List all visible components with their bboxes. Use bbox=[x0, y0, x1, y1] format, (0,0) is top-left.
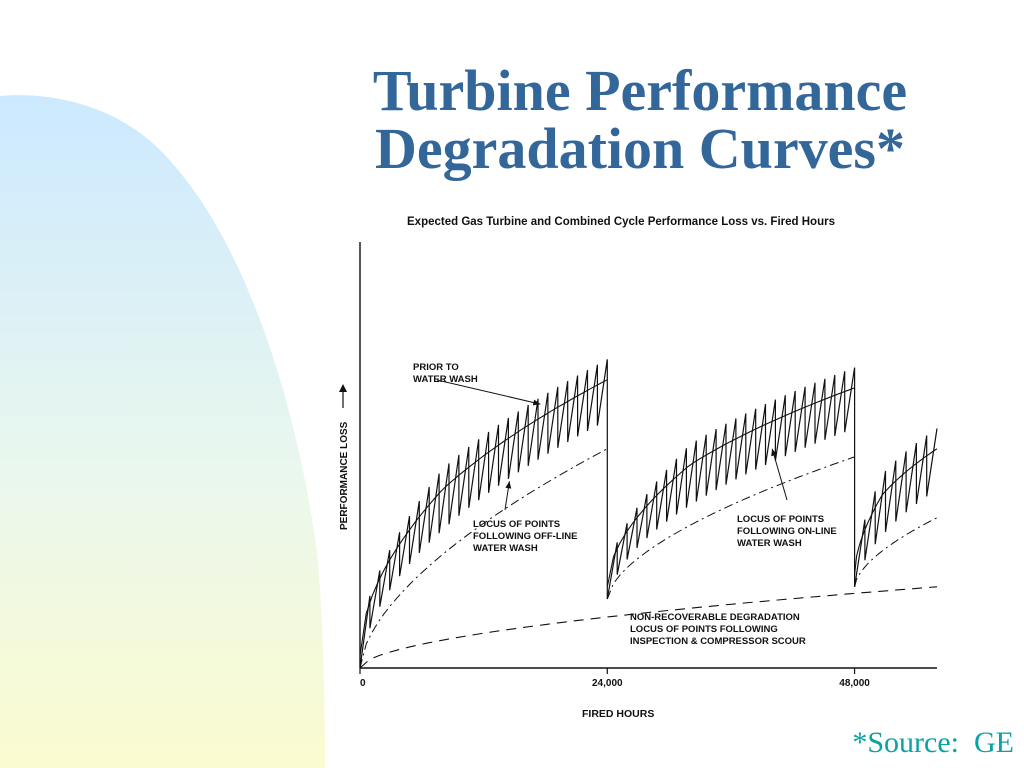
slide-title: Turbine Performance Degradation Curves* bbox=[300, 62, 980, 178]
x-tick-label: 48,000 bbox=[839, 678, 870, 689]
offline-wash-locus-curve bbox=[854, 517, 938, 587]
annotation-line: NON-RECOVERABLE DEGRADATION bbox=[630, 612, 800, 623]
chart-title: Expected Gas Turbine and Combined Cycle … bbox=[407, 216, 835, 228]
x-axis-label: FIRED HOURS bbox=[582, 708, 654, 720]
sawtooth-curve bbox=[854, 428, 938, 587]
mean-trend-curve bbox=[359, 379, 608, 656]
annotation-arrowhead bbox=[505, 481, 512, 489]
source-note: *Source: GE bbox=[852, 726, 1014, 759]
offline-wash-locus-curve bbox=[359, 448, 608, 669]
annotation-line: FOLLOWING OFF-LINE bbox=[473, 531, 577, 542]
annotation-arrow bbox=[436, 379, 541, 405]
x-tick-label: 24,000 bbox=[592, 678, 623, 689]
annotation-line: WATER WASH bbox=[737, 538, 802, 549]
offline-wash-locus-curve bbox=[606, 456, 855, 600]
annotation-line: LOCUS OF POINTS FOLLOWING bbox=[630, 624, 778, 635]
sawtooth-curve bbox=[606, 367, 856, 600]
annotation-line: WATER WASH bbox=[413, 374, 478, 385]
degradation-chart: Expected Gas Turbine and Combined Cycle … bbox=[325, 200, 955, 730]
annotation-line: PRIOR TO bbox=[413, 362, 459, 373]
annotation-line: WATER WASH bbox=[473, 543, 538, 554]
title-line-2: Degradation Curves* bbox=[374, 116, 905, 181]
y-axis-arrowhead bbox=[339, 384, 347, 392]
x-tick-label: 0 bbox=[360, 678, 366, 689]
title-line-1: Turbine Performance bbox=[372, 58, 908, 123]
gradient-blob-shape bbox=[0, 95, 325, 768]
annotation-line: INSPECTION & COMPRESSOR SCOUR bbox=[630, 636, 806, 647]
mean-trend-curve bbox=[854, 448, 938, 575]
annotation-arrowhead bbox=[771, 448, 777, 457]
annotation-arrowhead bbox=[532, 399, 541, 406]
y-axis-label: PERFORMANCE LOSS bbox=[339, 421, 350, 530]
mean-trend-curve bbox=[606, 387, 855, 587]
annotation-arrow bbox=[771, 448, 788, 501]
annotation-line: LOCUS OF POINTS bbox=[473, 519, 560, 530]
sawtooth-curve bbox=[359, 359, 608, 669]
annotation-line: FOLLOWING ON-LINE bbox=[737, 526, 837, 537]
annotation-line: LOCUS OF POINTS bbox=[737, 514, 824, 525]
chart-svg: Expected Gas Turbine and Combined Cycle … bbox=[339, 216, 938, 720]
non-recoverable-curve bbox=[359, 586, 938, 669]
